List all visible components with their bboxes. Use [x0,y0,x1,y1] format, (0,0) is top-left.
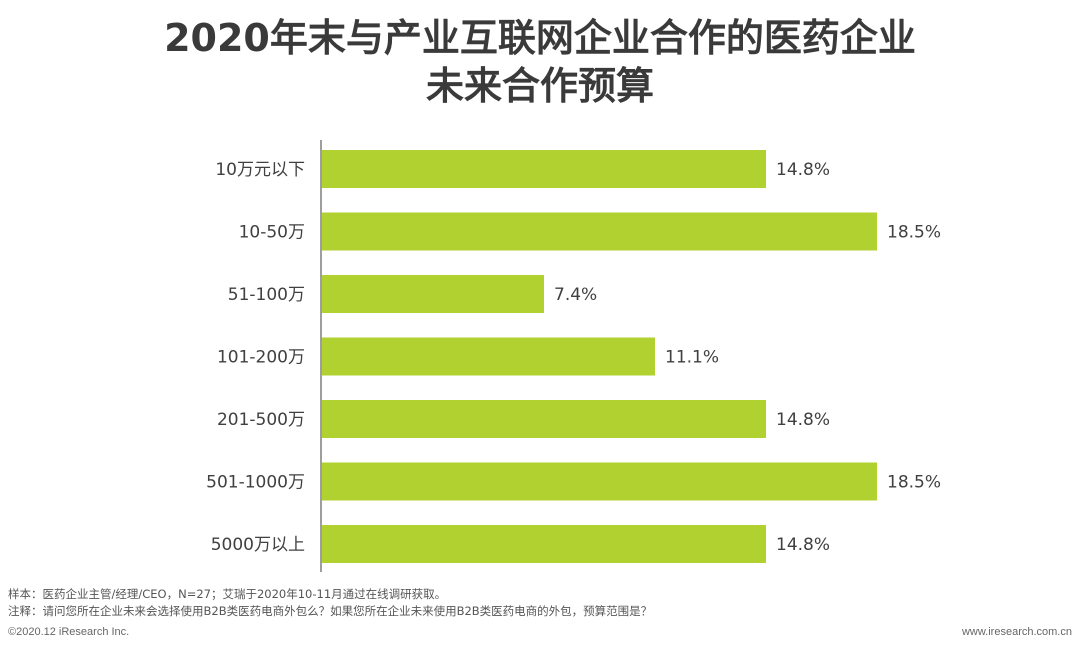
bar [322,462,877,501]
category-label: 51-100万 [228,285,305,305]
chart-title-line-2: 未来合作预算 [425,64,654,108]
bar [322,400,766,438]
data-label: 11.1% [665,348,719,368]
data-label: 14.8% [776,410,830,430]
sample-note: 样本：医药企业主管/经理/CEO，N=27；艾瑞于2020年10-11月通过在线… [8,587,447,601]
remark-note: 注释：请问您所在企业未来会选择使用B2B类医药电商外包么？如果您所在企业未来使用… [8,604,653,618]
website-text: www.iresearch.com.cn [961,626,1072,638]
data-label: 14.8% [776,535,830,555]
bar [322,525,766,563]
bar-chart: 10万元以下 14.8% 10-50万 18.5% 51-100万 7.4% 101-200… [206,140,941,572]
category-label: 5000万以上 [211,535,305,555]
bar [322,150,766,188]
copyright-text: ©2020.12 iResearch Inc. [8,626,130,638]
bar [322,337,655,376]
category-label: 201-500万 [217,410,305,430]
bar [322,212,877,251]
bar [322,275,544,313]
data-label: 18.5% [887,473,941,493]
data-label: 14.8% [776,160,830,180]
chart-title-line-1: 2020年末与产业互联网企业合作的医药企业 [164,16,916,60]
data-label: 18.5% [887,223,941,243]
category-label: 10万元以下 [215,160,305,180]
category-label: 101-200万 [217,348,305,368]
category-label: 10-50万 [239,223,305,243]
data-label: 7.4% [554,285,597,305]
category-label: 501-1000万 [206,473,305,493]
